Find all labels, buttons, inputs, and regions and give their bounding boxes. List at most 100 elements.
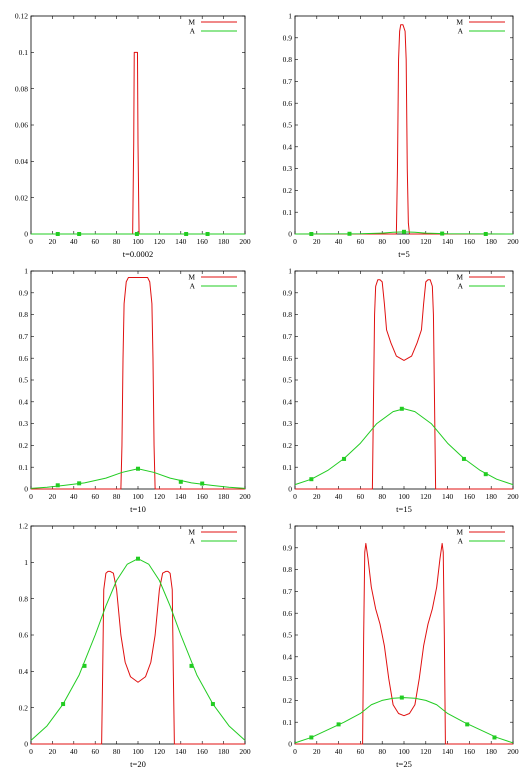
y-tick-label: 0.9 bbox=[19, 288, 29, 297]
y-tick-label: 0.3 bbox=[283, 674, 293, 683]
series-marker-A bbox=[178, 479, 183, 484]
series-marker-A bbox=[61, 702, 66, 707]
y-tick-label: 0.6 bbox=[19, 631, 29, 640]
y-tick-label: 1 bbox=[24, 267, 28, 276]
series-marker-A bbox=[205, 232, 210, 236]
y-tick-label: 1 bbox=[288, 12, 292, 21]
y-tick-label: 1 bbox=[288, 267, 292, 276]
y-tick-label: 0.2 bbox=[19, 703, 29, 712]
y-tick-label: 0.6 bbox=[283, 609, 293, 618]
series-line-M bbox=[295, 542, 513, 745]
plot-frame bbox=[294, 525, 514, 745]
series-marker-A bbox=[399, 695, 404, 700]
chart-panel-1: 0 20 40 60 80 100 120 140 160 180 200 0 0.02 0.04 0.06… bbox=[15, 12, 251, 259]
x-tick-label: 100 bbox=[398, 492, 410, 501]
x-axis-label: t=5 bbox=[398, 249, 409, 259]
x-tick-label: 140 bbox=[442, 747, 454, 756]
x-tick-label: 100 bbox=[398, 237, 410, 246]
x-tick-label: 180 bbox=[218, 492, 230, 501]
series-marker-A bbox=[210, 702, 215, 707]
series-marker-A bbox=[399, 406, 404, 411]
series-line-M bbox=[31, 51, 245, 235]
series-line-M bbox=[295, 279, 513, 490]
x-tick-label: 120 bbox=[420, 492, 432, 501]
y-tick-label: 0.6 bbox=[283, 354, 293, 363]
x-tick-label: 40 bbox=[335, 237, 343, 246]
y-tick-label: 0.5 bbox=[283, 376, 293, 385]
x-tick-label: 80 bbox=[113, 747, 121, 756]
series-marker-A bbox=[492, 735, 497, 740]
chart-panel-5: 0 20 40 60 80 100 120 140 160 180 200 0 0.2 0.4 0.6 0.8… bbox=[19, 522, 251, 769]
series-marker-A bbox=[309, 477, 314, 482]
x-tick-label: 80 bbox=[378, 747, 386, 756]
x-tick-label: 180 bbox=[486, 492, 498, 501]
series-marker-A bbox=[55, 232, 60, 236]
y-tick-label: 0.1 bbox=[283, 208, 293, 217]
x-tick-label: 20 bbox=[313, 492, 321, 501]
series-marker-A bbox=[55, 483, 60, 488]
series-line-A bbox=[294, 697, 514, 744]
y-tick-label: 0.4 bbox=[19, 667, 29, 676]
y-tick-label: 0.6 bbox=[19, 354, 29, 363]
legend-label-M: M bbox=[456, 528, 463, 537]
legend-label-M: M bbox=[188, 528, 195, 537]
x-tick-label: 100 bbox=[132, 747, 144, 756]
x-tick-label: 40 bbox=[70, 747, 78, 756]
x-tick-label: 200 bbox=[507, 237, 519, 246]
x-tick-label: 80 bbox=[378, 237, 386, 246]
x-tick-label: 140 bbox=[175, 747, 187, 756]
y-tick-label: 0.1 bbox=[283, 718, 293, 727]
series-line-A bbox=[294, 408, 514, 486]
x-tick-label: 20 bbox=[313, 747, 321, 756]
x-tick-label: 40 bbox=[335, 492, 343, 501]
y-tick-label: 0.4 bbox=[283, 142, 293, 151]
series-marker-A bbox=[402, 229, 406, 234]
x-tick-label: 80 bbox=[113, 492, 121, 501]
x-tick-label: 160 bbox=[197, 747, 209, 756]
series-marker-A bbox=[82, 663, 87, 668]
x-tick-label: 0 bbox=[293, 237, 297, 246]
x-tick-label: 0 bbox=[29, 747, 33, 756]
series-marker-A bbox=[336, 722, 341, 727]
y-tick-label: 0 bbox=[288, 485, 292, 494]
series-marker-A bbox=[184, 232, 189, 236]
plot-frame bbox=[30, 270, 246, 490]
series-line-A bbox=[30, 558, 246, 741]
chart-panel-3: 0 20 40 60 80 100 120 140 160 180 200 0 0.1 0.2 0.3 0.4… bbox=[19, 267, 251, 514]
legend-label-A: A bbox=[190, 282, 196, 291]
plot-frame bbox=[294, 270, 514, 490]
x-tick-label: 40 bbox=[70, 492, 78, 501]
legend-label-A: A bbox=[458, 282, 464, 291]
y-tick-label: 0.9 bbox=[283, 288, 293, 297]
x-tick-label: 80 bbox=[113, 237, 121, 246]
legend-label-A: A bbox=[190, 537, 196, 546]
y-tick-label: 0.7 bbox=[19, 332, 29, 341]
x-tick-label: 20 bbox=[313, 237, 321, 246]
x-tick-label: 180 bbox=[486, 747, 498, 756]
x-tick-label: 120 bbox=[420, 237, 432, 246]
series-marker-A bbox=[309, 232, 314, 236]
x-axis-label: t=0.0002 bbox=[123, 249, 154, 259]
x-tick-label: 140 bbox=[442, 237, 454, 246]
series-marker-A bbox=[77, 481, 82, 486]
y-tick-label: 1.2 bbox=[19, 522, 29, 531]
x-tick-label: 120 bbox=[154, 237, 166, 246]
y-tick-label: 0.9 bbox=[283, 33, 293, 42]
x-tick-label: 80 bbox=[378, 492, 386, 501]
y-tick-label: 0.5 bbox=[283, 121, 293, 130]
x-tick-label: 160 bbox=[197, 492, 209, 501]
x-tick-label: 60 bbox=[357, 747, 365, 756]
y-tick-label: 0.9 bbox=[283, 543, 293, 552]
series-marker-A bbox=[309, 735, 314, 740]
x-tick-label: 20 bbox=[49, 492, 57, 501]
y-tick-label: 0.2 bbox=[283, 696, 293, 705]
x-tick-label: 0 bbox=[293, 747, 297, 756]
x-tick-label: 40 bbox=[335, 747, 343, 756]
y-tick-label: 0.3 bbox=[283, 164, 293, 173]
chart-panel-4: 0 20 40 60 80 100 120 140 160 180 200 0 0.1 0.2 0.3 0.4… bbox=[283, 267, 519, 514]
y-tick-label: 0 bbox=[288, 230, 292, 239]
series-marker-A bbox=[189, 663, 194, 668]
x-tick-label: 180 bbox=[218, 747, 230, 756]
legend-label-M: M bbox=[188, 273, 195, 282]
x-tick-label: 0 bbox=[29, 492, 33, 501]
